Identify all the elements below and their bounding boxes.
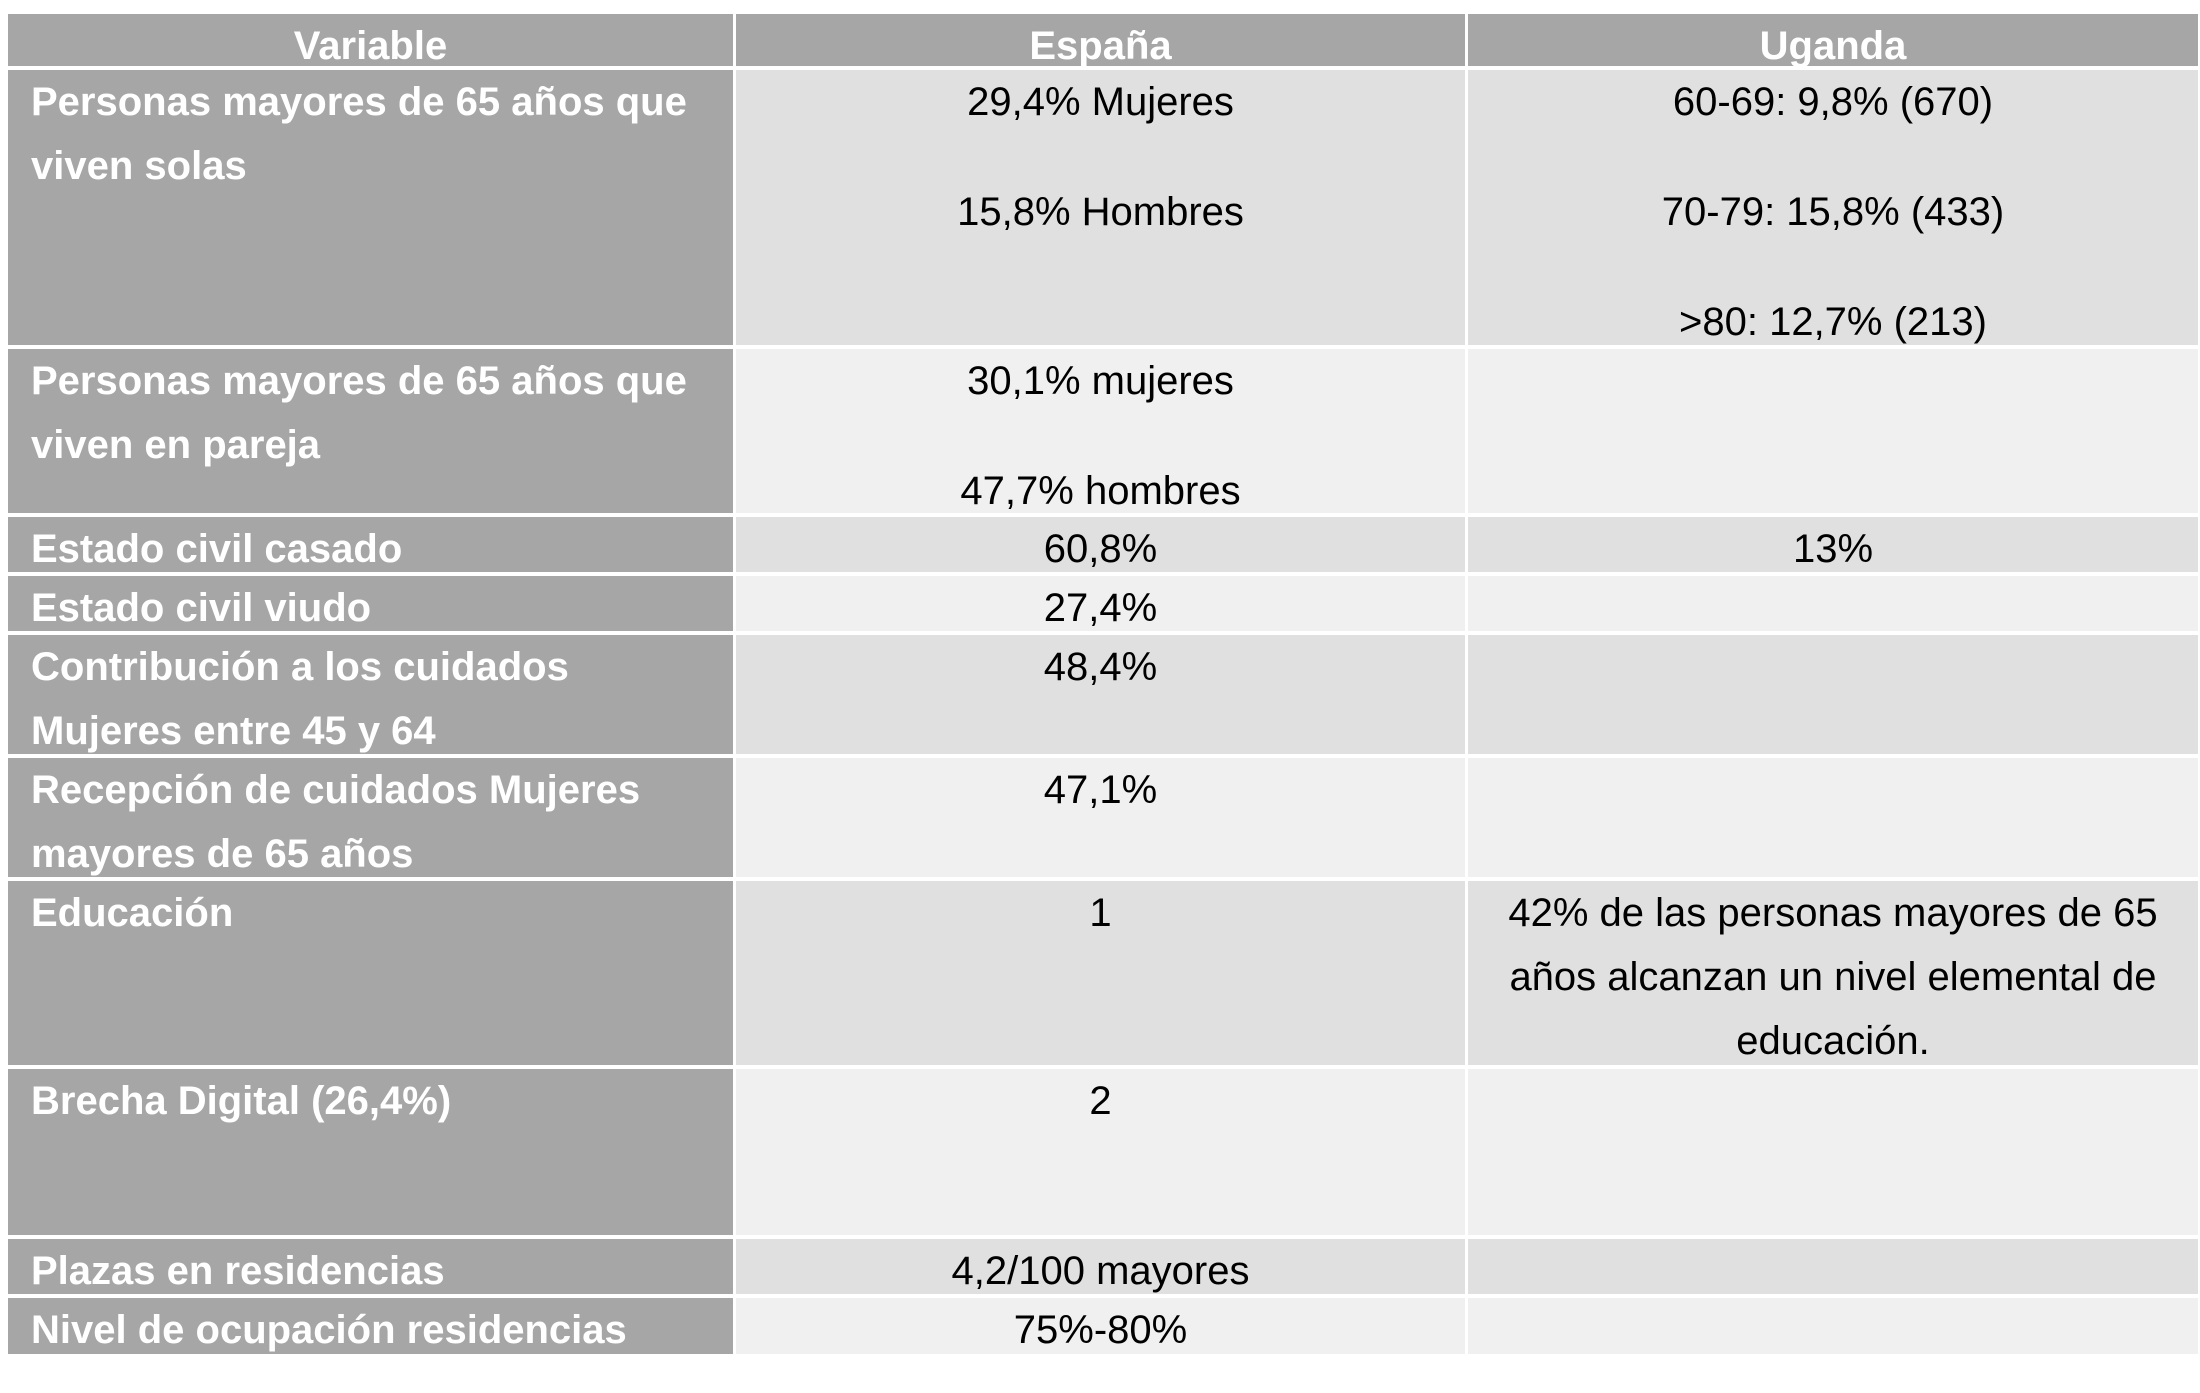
- cell-line: >80: 12,7% (213): [1679, 300, 1987, 344]
- cell-line: 42% de las personas mayores de 65 años a…: [1508, 891, 2158, 1063]
- row-variable: Contribución a los cuidados Mujeres entr…: [8, 635, 733, 754]
- cell-line: 27,4%: [1043, 586, 1158, 630]
- cell-line: 13%: [1792, 527, 1874, 571]
- row-espana: 30,1% mujeres 47,7% hombres: [736, 349, 1465, 513]
- cell-line: 47,1%: [1043, 768, 1158, 812]
- cell-line: 60,8%: [1043, 527, 1158, 571]
- row-variable: Plazas en residencias: [8, 1239, 733, 1294]
- cell-line: 4,2/100 mayores: [951, 1249, 1250, 1293]
- cell-line: 75%-80%: [1013, 1308, 1188, 1352]
- row-espana: 1: [736, 881, 1465, 1065]
- row-variable: Brecha Digital (26,4%): [8, 1069, 733, 1235]
- row-uganda: [1468, 1239, 2198, 1294]
- row-espana: 75%-80%: [736, 1298, 1465, 1354]
- header-variable: Variable: [8, 14, 733, 66]
- header-uganda: Uganda: [1468, 14, 2198, 66]
- header-espana: España: [736, 14, 1465, 66]
- row-variable: Personas mayores de 65 años que viven so…: [8, 70, 733, 345]
- row-espana: 48,4%: [736, 635, 1465, 754]
- row-variable: Educación: [8, 881, 733, 1065]
- cell-line: 1: [1089, 891, 1112, 935]
- row-variable: Estado civil casado: [8, 517, 733, 572]
- cell-line: 48,4%: [1043, 645, 1158, 689]
- row-uganda: [1468, 635, 2198, 754]
- row-espana: 47,1%: [736, 758, 1465, 877]
- row-uganda: 42% de las personas mayores de 65 años a…: [1468, 881, 2198, 1065]
- row-uganda: [1468, 1069, 2198, 1235]
- row-uganda: 13%: [1468, 517, 2198, 572]
- row-variable: Nivel de ocupación residencias: [8, 1298, 733, 1354]
- row-uganda: [1468, 349, 2198, 513]
- row-variable: Estado civil viudo: [8, 576, 733, 631]
- row-uganda: 60-69: 9,8% (670) 70-79: 15,8% (433) >80…: [1468, 70, 2198, 345]
- cell-line: 60-69: 9,8% (670): [1672, 80, 1994, 124]
- row-variable: Personas mayores de 65 años que viven en…: [8, 349, 733, 513]
- row-espana: 2: [736, 1069, 1465, 1235]
- comparison-table: Variable España Uganda Personas mayores …: [8, 14, 2198, 1354]
- cell-line: 2: [1089, 1079, 1112, 1123]
- row-uganda: [1468, 576, 2198, 631]
- cell-line: 15,8% Hombres: [957, 190, 1244, 234]
- row-uganda: [1468, 1298, 2198, 1354]
- cell-line: 29,4% Mujeres: [967, 80, 1234, 124]
- cell-line: 47,7% hombres: [960, 469, 1241, 513]
- row-uganda: [1468, 758, 2198, 877]
- row-espana: 60,8%: [736, 517, 1465, 572]
- row-variable: Recepción de cuidados Mujeres mayores de…: [8, 758, 733, 877]
- cell-line: 70-79: 15,8% (433): [1661, 190, 2005, 234]
- cell-line: 30,1% mujeres: [967, 359, 1234, 403]
- row-espana: 4,2/100 mayores: [736, 1239, 1465, 1294]
- row-espana: 29,4% Mujeres 15,8% Hombres: [736, 70, 1465, 345]
- row-espana: 27,4%: [736, 576, 1465, 631]
